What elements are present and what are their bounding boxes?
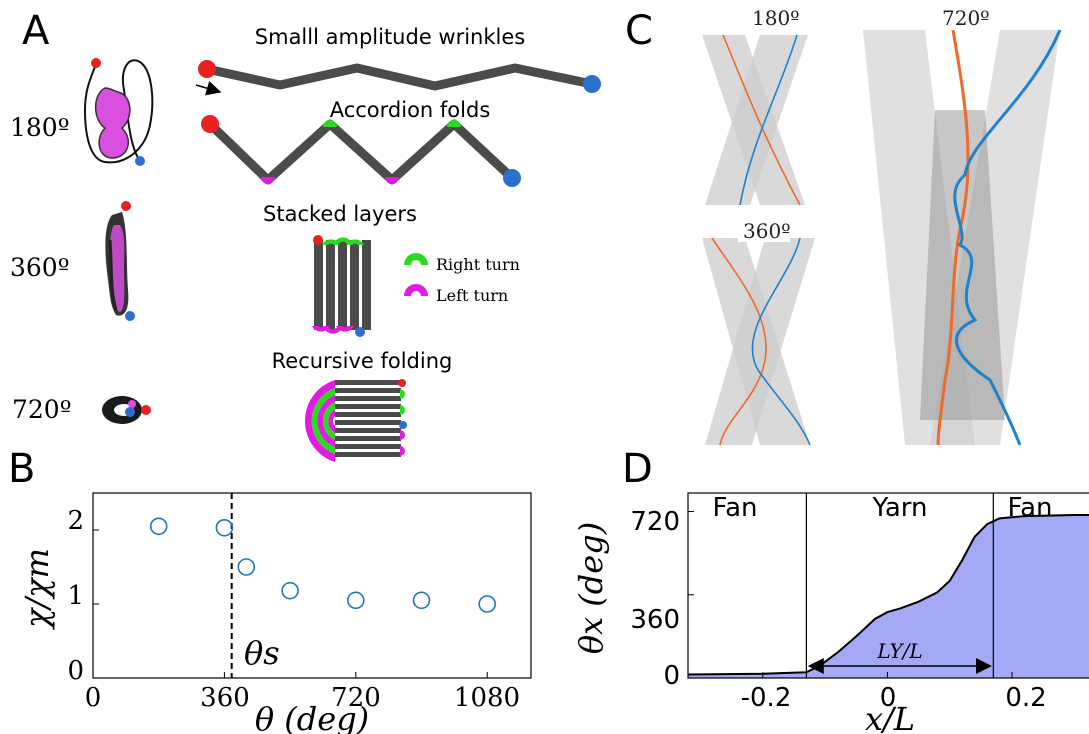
chart-b-frame xyxy=(92,492,532,679)
b-data-point xyxy=(281,581,299,600)
panel-a: A 180º 360º 720º Smalll amplitude xyxy=(10,8,601,462)
wrinkles-end xyxy=(583,75,601,93)
b-xtick-360: 360 xyxy=(200,683,250,713)
b-data-point xyxy=(149,517,168,536)
d-area-fill xyxy=(688,515,1089,678)
accordion-end xyxy=(503,169,521,187)
label-720: 720º xyxy=(942,6,990,30)
chart-b-marks xyxy=(92,493,497,679)
left-turn-legend-icon xyxy=(404,284,428,296)
d-xlabel: x/L xyxy=(865,700,915,734)
accordion-start xyxy=(201,115,219,133)
accordion-right-turn-2 xyxy=(447,120,461,127)
d-ytick-0: 0 xyxy=(663,661,680,691)
panel-c: C 180º 360º 720º xyxy=(625,6,1062,446)
label-180: 180º xyxy=(752,6,800,30)
panel-b: B 2 1 0 0 360 720 1080 θ (deg) χ/χm θs xyxy=(8,446,532,734)
angle-label-180: 180º xyxy=(10,113,69,142)
d-xtick-02: 0.2 xyxy=(1005,683,1046,713)
b-data-point xyxy=(237,558,256,576)
wrinkles-strip xyxy=(206,63,593,91)
caption-wrinkles: Smalll amplitude wrinkles xyxy=(255,25,525,49)
accordion-left-turn-1 xyxy=(261,177,275,184)
recursive-strip xyxy=(304,379,407,462)
accordion-strip xyxy=(206,119,516,185)
b-xtick-1080: 1080 xyxy=(454,683,520,713)
b-xlabel: θ (deg) xyxy=(255,700,369,734)
b-xtick-0: 0 xyxy=(85,683,102,713)
b-ytick-2: 2 xyxy=(67,506,84,536)
d-ytick-360: 360 xyxy=(630,605,680,635)
b-threshold-label: θs xyxy=(244,634,280,672)
chart-d-marks xyxy=(687,493,1089,679)
simulation-720: 720º xyxy=(863,6,1062,446)
b-data-point xyxy=(346,591,365,610)
stacked-strip xyxy=(312,235,371,337)
caption-stacked: Stacked layers xyxy=(263,202,417,226)
panel-label-a: A xyxy=(22,8,50,54)
simulation-360: 360º xyxy=(702,219,815,446)
d-ylabel: θx (deg) xyxy=(572,522,610,654)
d-xtick-0: 0 xyxy=(880,683,897,713)
panel-label-d: D xyxy=(622,446,653,492)
b-xtick-720: 720 xyxy=(331,683,381,713)
shape-720 xyxy=(102,396,151,424)
angle-label-720: 720º xyxy=(12,395,71,424)
region-fan-left: Fan xyxy=(713,493,758,523)
region-yarn: Yarn xyxy=(872,493,928,523)
region-fan-right: Fan xyxy=(1008,493,1053,523)
panel-d: D Fan Yarn Fan LY/L 720 360 0 -0.2 0 0.2… xyxy=(572,446,1089,734)
simulation-180: 180º xyxy=(702,6,808,206)
legend-left-turn: Left turn xyxy=(436,286,508,305)
b-ytick-0: 0 xyxy=(67,656,84,686)
label-360: 360º xyxy=(743,219,791,243)
direction-arrow xyxy=(195,81,222,96)
b-ylabel: χ/χm xyxy=(18,548,56,630)
d-arrow-label: LY/L xyxy=(876,639,922,663)
b-ytick-1: 1 xyxy=(67,581,84,611)
wrinkles-start xyxy=(198,60,216,78)
angle-label-360: 360º xyxy=(10,253,69,282)
legend-right-turn: Right turn xyxy=(436,255,520,274)
b-data-point xyxy=(478,595,497,613)
chart-d-frame xyxy=(687,492,1089,679)
caption-accordion: Accordion folds xyxy=(330,98,491,122)
right-turn-legend-icon xyxy=(404,253,428,265)
panel-label-c: C xyxy=(625,8,653,54)
d-xtick-neg02: -0.2 xyxy=(741,683,792,713)
accordion-left-turn-2 xyxy=(385,177,399,184)
shape-180 xyxy=(83,58,154,166)
d-ytick-720: 720 xyxy=(630,507,680,537)
b-data-point xyxy=(412,591,431,610)
b-data-point xyxy=(215,518,234,537)
shape-360 xyxy=(105,201,135,321)
accordion-right-turn-1 xyxy=(323,120,337,127)
caption-recursive: Recursive folding xyxy=(272,349,453,373)
panel-label-b: B xyxy=(8,446,35,492)
